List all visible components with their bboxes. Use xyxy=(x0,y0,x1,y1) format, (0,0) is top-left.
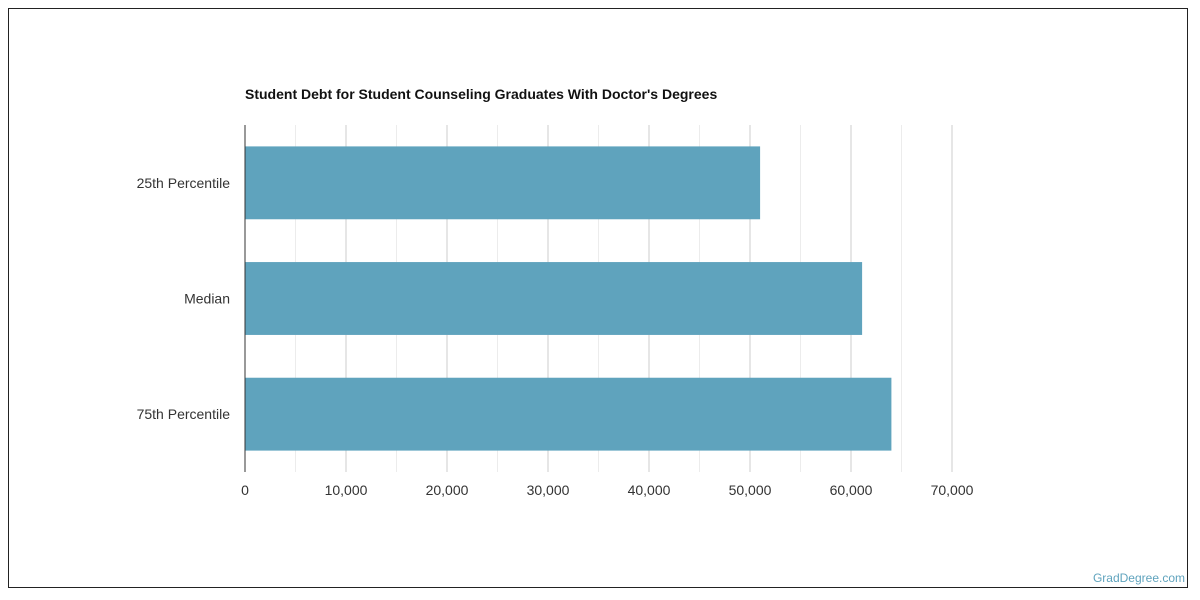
x-tick-label: 30,000 xyxy=(527,482,570,498)
chart-title: Student Debt for Student Counseling Grad… xyxy=(245,86,718,102)
x-tick-label: 60,000 xyxy=(830,482,873,498)
x-tick-label: 20,000 xyxy=(426,482,469,498)
x-tick-label: 40,000 xyxy=(628,482,671,498)
bars-layer xyxy=(245,146,892,451)
x-tick-label: 70,000 xyxy=(931,482,974,498)
category-label: Median xyxy=(184,291,230,307)
category-label: 25th Percentile xyxy=(137,175,231,191)
x-tick-label: 10,000 xyxy=(325,482,368,498)
labels-layer: 25th Percentile Median 75th Percentile 0 10,… xyxy=(137,175,974,498)
x-tick-label: 0 xyxy=(241,482,249,498)
bar xyxy=(245,146,761,220)
bar xyxy=(245,262,863,335)
site-credit: GradDegree.com xyxy=(1092,571,1185,585)
bar xyxy=(245,377,892,451)
category-label: 75th Percentile xyxy=(137,406,231,422)
x-tick-label: 50,000 xyxy=(729,482,772,498)
